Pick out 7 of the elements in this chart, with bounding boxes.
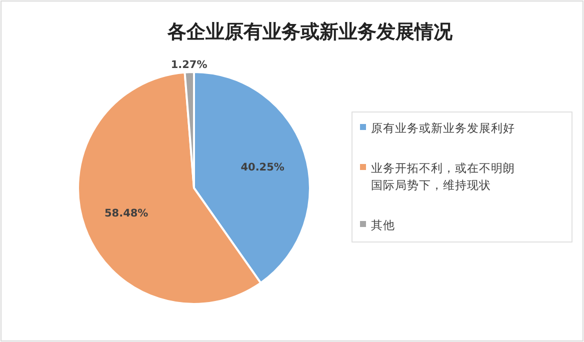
legend-label: 业务开拓不利，或在不明朗国际局势下，维持现状 (371, 161, 515, 192)
legend-label: 原有业务或新业务发展利好 (371, 121, 515, 135)
chart-title: 各企业原有业务或新业务发展情况 (166, 21, 454, 43)
data-label: 58.48% (104, 207, 149, 220)
data-label: 1.27% (170, 58, 208, 71)
data-label: 40.25% (240, 161, 285, 174)
legend-label: 其他 (371, 218, 395, 232)
